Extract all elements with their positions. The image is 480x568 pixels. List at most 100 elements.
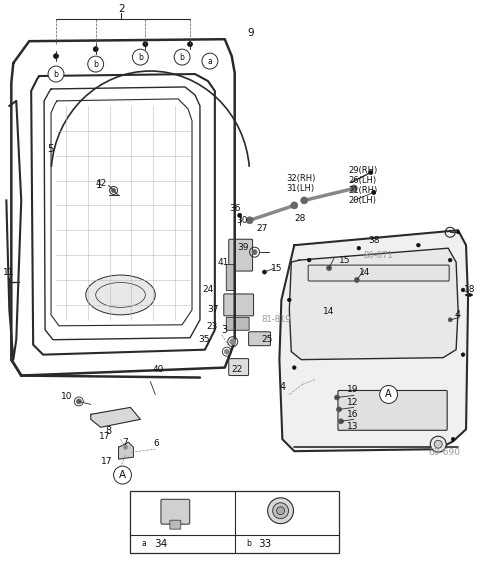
Text: 32(RH): 32(RH) [287,174,316,183]
Text: 4: 4 [454,310,460,320]
Text: 4: 4 [279,382,286,392]
Text: 41: 41 [218,258,229,266]
Circle shape [357,247,360,250]
Text: 34: 34 [154,538,168,549]
Bar [131,491,339,553]
Circle shape [336,407,341,412]
Text: 25: 25 [262,335,273,344]
Text: 36: 36 [230,204,241,213]
Circle shape [246,217,253,224]
FancyBboxPatch shape [308,265,449,281]
Polygon shape [119,442,133,459]
Text: 2: 2 [119,5,125,14]
Text: 11: 11 [3,268,15,277]
Circle shape [132,49,148,65]
Polygon shape [91,407,140,427]
Text: 13: 13 [347,422,359,431]
Circle shape [202,53,218,69]
Circle shape [93,47,98,52]
Circle shape [369,170,372,174]
Text: 7: 7 [122,438,128,446]
Circle shape [230,339,236,345]
Circle shape [252,250,257,254]
Circle shape [430,436,446,452]
Circle shape [292,366,296,369]
Text: b: b [93,60,98,69]
Circle shape [188,41,192,47]
Text: 20(LH): 20(LH) [349,196,377,205]
Circle shape [372,190,376,194]
Circle shape [243,538,254,550]
Text: 28: 28 [294,214,306,223]
Text: 38: 38 [369,236,380,245]
Text: A: A [119,470,126,480]
Circle shape [138,538,150,550]
FancyBboxPatch shape [249,332,270,346]
Ellipse shape [86,275,156,315]
Text: 35: 35 [198,335,209,344]
FancyBboxPatch shape [161,499,190,524]
Circle shape [326,266,332,270]
Circle shape [380,386,397,403]
Text: 3: 3 [222,325,228,335]
Text: 81-819: 81-819 [262,315,291,324]
Text: b: b [246,539,251,548]
Text: 14: 14 [359,268,370,277]
Text: 17: 17 [101,457,112,466]
Circle shape [263,270,266,274]
Polygon shape [289,248,458,360]
Circle shape [350,185,357,192]
Circle shape [268,498,293,524]
Text: 1: 1 [96,181,102,190]
Circle shape [111,189,116,193]
Text: 8: 8 [106,426,112,436]
Text: 42: 42 [96,179,107,188]
Text: 19: 19 [347,385,359,394]
Circle shape [174,49,190,65]
Text: 23: 23 [206,322,217,331]
Circle shape [276,507,285,515]
Circle shape [238,214,241,218]
Circle shape [291,202,298,209]
Text: 21(RH): 21(RH) [349,186,378,195]
Circle shape [461,353,465,357]
Circle shape [301,197,308,204]
Text: 16: 16 [347,410,359,419]
Text: b: b [180,53,184,61]
FancyBboxPatch shape [226,265,235,290]
Circle shape [448,318,452,322]
Circle shape [448,258,452,262]
Circle shape [88,56,104,72]
Text: 33: 33 [259,538,272,549]
Text: 10: 10 [61,392,72,401]
Text: 31(LH): 31(LH) [287,184,314,193]
Circle shape [461,288,465,292]
FancyBboxPatch shape [338,390,447,431]
Text: 15: 15 [339,256,350,265]
Circle shape [143,41,148,47]
Circle shape [123,445,128,449]
Circle shape [288,298,291,302]
Text: 22: 22 [232,365,243,374]
Text: b: b [138,53,143,61]
Text: 15: 15 [272,264,283,273]
FancyBboxPatch shape [229,239,252,271]
Circle shape [224,349,229,354]
Circle shape [48,66,64,82]
Circle shape [354,278,360,282]
Text: 37: 37 [207,306,218,314]
Text: a: a [207,57,212,65]
Text: 29(RH): 29(RH) [349,166,378,175]
Text: b: b [54,69,59,78]
Text: 60-690: 60-690 [428,448,460,457]
FancyBboxPatch shape [170,520,181,529]
FancyBboxPatch shape [229,358,249,375]
Text: 26(LH): 26(LH) [349,176,377,185]
Circle shape [417,244,420,247]
Circle shape [456,231,459,234]
Text: 27: 27 [256,224,268,233]
FancyBboxPatch shape [224,294,253,316]
Circle shape [307,258,311,262]
Text: 14: 14 [323,307,335,316]
Text: 39: 39 [238,243,249,252]
